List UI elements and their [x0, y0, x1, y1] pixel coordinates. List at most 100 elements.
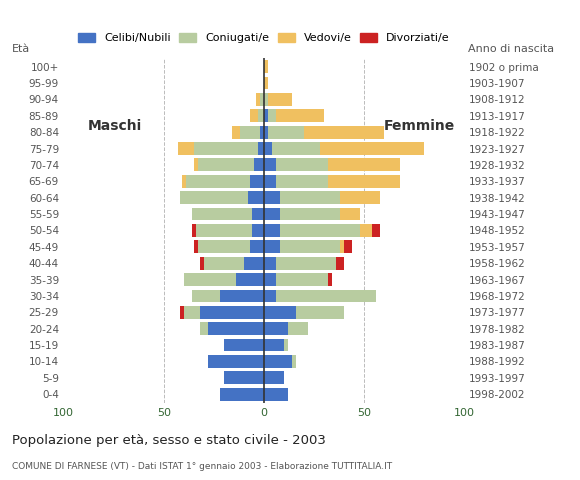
Bar: [264, 158, 276, 171]
Bar: [182, 175, 186, 188]
Bar: [264, 175, 276, 188]
Bar: [250, 175, 264, 188]
Bar: [200, 257, 204, 270]
Bar: [184, 306, 200, 319]
Text: COMUNE DI FARNESE (VT) - Dati ISTAT 1° gennaio 2003 - Elaborazione TUTTITALIA.IT: COMUNE DI FARNESE (VT) - Dati ISTAT 1° g…: [12, 462, 392, 471]
Bar: [236, 273, 264, 286]
Bar: [200, 306, 264, 319]
Bar: [258, 109, 264, 122]
Bar: [296, 306, 344, 319]
Bar: [268, 109, 276, 122]
Bar: [280, 224, 360, 237]
Bar: [328, 158, 400, 171]
Bar: [340, 191, 380, 204]
Bar: [276, 158, 328, 171]
Bar: [336, 257, 344, 270]
Bar: [256, 93, 260, 106]
Bar: [248, 191, 264, 204]
Bar: [244, 257, 264, 270]
Bar: [264, 109, 268, 122]
Bar: [260, 93, 264, 106]
Bar: [220, 289, 264, 302]
Bar: [292, 355, 296, 368]
Bar: [204, 257, 244, 270]
Bar: [264, 224, 280, 237]
Bar: [340, 240, 344, 253]
Bar: [192, 208, 252, 220]
Bar: [264, 372, 284, 384]
Bar: [288, 322, 308, 335]
Bar: [328, 175, 400, 188]
Bar: [344, 240, 352, 253]
Bar: [264, 77, 268, 89]
Text: Maschi: Maschi: [88, 119, 142, 133]
Bar: [264, 306, 296, 319]
Bar: [268, 93, 292, 106]
Bar: [264, 355, 292, 368]
Bar: [178, 142, 194, 155]
Bar: [280, 208, 340, 220]
Bar: [180, 191, 248, 204]
Text: Femmine: Femmine: [384, 119, 455, 133]
Bar: [208, 322, 264, 335]
Bar: [264, 126, 268, 139]
Bar: [304, 126, 384, 139]
Bar: [284, 339, 288, 351]
Bar: [276, 289, 376, 302]
Bar: [208, 355, 264, 368]
Bar: [184, 273, 236, 286]
Legend: Celibi/Nubili, Coniugati/e, Vedovi/e, Divorziati/e: Celibi/Nubili, Coniugati/e, Vedovi/e, Di…: [74, 29, 454, 48]
Bar: [240, 126, 260, 139]
Bar: [198, 158, 254, 171]
Bar: [264, 289, 276, 302]
Bar: [264, 339, 284, 351]
Bar: [264, 388, 288, 401]
Bar: [224, 372, 264, 384]
Bar: [260, 126, 264, 139]
Bar: [258, 142, 264, 155]
Bar: [328, 273, 332, 286]
Bar: [192, 289, 220, 302]
Bar: [194, 142, 258, 155]
Text: Anno di nascita: Anno di nascita: [468, 44, 554, 54]
Bar: [186, 175, 250, 188]
Bar: [280, 240, 340, 253]
Bar: [276, 257, 336, 270]
Bar: [254, 158, 264, 171]
Bar: [280, 191, 340, 204]
Bar: [252, 208, 264, 220]
Bar: [276, 109, 324, 122]
Bar: [192, 224, 196, 237]
Bar: [224, 339, 264, 351]
Bar: [360, 224, 372, 237]
Bar: [320, 142, 424, 155]
Bar: [264, 191, 280, 204]
Text: Popolazione per età, sesso e stato civile - 2003: Popolazione per età, sesso e stato civil…: [12, 434, 325, 447]
Bar: [264, 208, 280, 220]
Bar: [372, 224, 380, 237]
Bar: [272, 142, 320, 155]
Bar: [180, 306, 184, 319]
Bar: [250, 240, 264, 253]
Bar: [220, 388, 264, 401]
Bar: [196, 224, 252, 237]
Bar: [276, 273, 328, 286]
Bar: [340, 208, 360, 220]
Bar: [198, 240, 250, 253]
Bar: [264, 93, 268, 106]
Bar: [194, 240, 198, 253]
Bar: [264, 142, 272, 155]
Bar: [232, 126, 240, 139]
Bar: [194, 158, 198, 171]
Bar: [276, 175, 328, 188]
Text: Età: Età: [12, 44, 30, 54]
Bar: [264, 60, 268, 73]
Bar: [268, 126, 304, 139]
Bar: [250, 109, 258, 122]
Bar: [252, 224, 264, 237]
Bar: [200, 322, 208, 335]
Bar: [264, 322, 288, 335]
Bar: [264, 257, 276, 270]
Bar: [264, 273, 276, 286]
Bar: [264, 240, 280, 253]
